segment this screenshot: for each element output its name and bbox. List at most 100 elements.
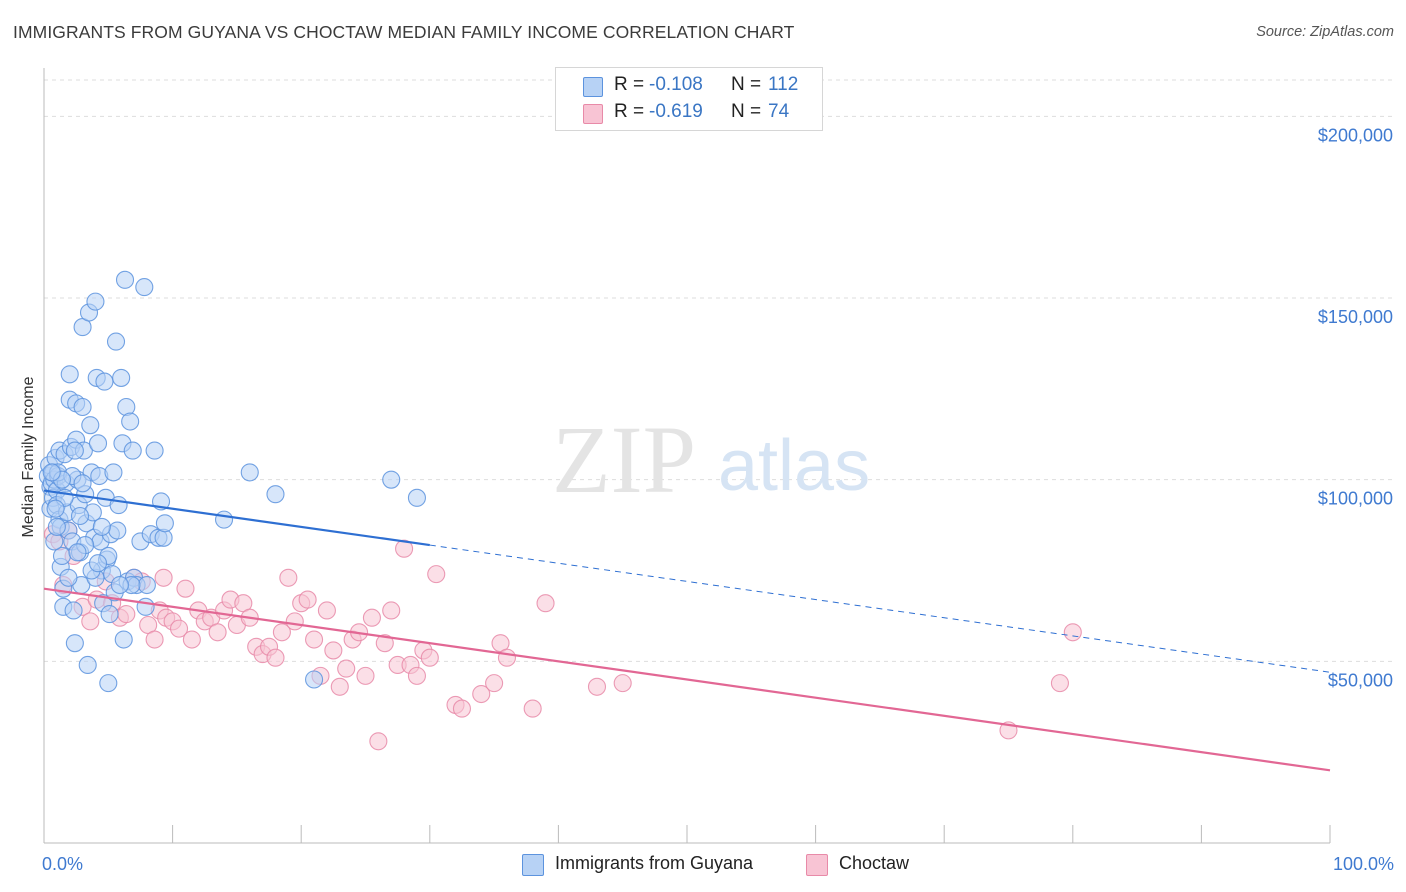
guyana-point [112, 368, 131, 387]
choctaw-trend-line [43, 587, 1331, 772]
choctaw-point [330, 677, 349, 696]
legend-swatch-blue [583, 77, 603, 97]
guyana-point [115, 270, 135, 289]
choctaw-point [362, 608, 381, 627]
choctaw-point [523, 699, 542, 718]
watermark: ZIP atlas [552, 406, 870, 513]
choctaw-point [427, 565, 446, 584]
bottom-legend-label: Choctaw [839, 853, 910, 873]
guyana-point [137, 575, 156, 595]
x-tick-label-start: 0.0% [42, 854, 83, 874]
choctaw-point [279, 568, 298, 587]
y-tick-labels: $50,000 $100,000 $150,000 $200,000 [1318, 125, 1393, 690]
choctaw-point [1050, 674, 1069, 693]
choctaw-point [356, 666, 375, 685]
y-tick-label: $50,000 [1328, 670, 1393, 690]
guyana-point [155, 514, 174, 533]
choctaw-point [154, 568, 173, 587]
choctaw-point [395, 539, 414, 558]
guyana-point [106, 332, 126, 351]
guyana-point [68, 543, 87, 562]
legend-r-value: -0.108 [649, 74, 703, 95]
guyana-point [104, 463, 123, 482]
choctaw-point [324, 641, 343, 660]
watermark-zip: ZIP [552, 406, 696, 513]
x-tick-label-end: 100.0% [1333, 854, 1394, 874]
choctaw-point [613, 674, 632, 693]
trend-lines [43, 489, 1331, 772]
guyana-point [136, 597, 155, 616]
guyana-point [60, 365, 79, 384]
choctaw-point [472, 684, 491, 704]
choctaw-point [407, 666, 426, 685]
guyana-point [305, 670, 324, 689]
guyana-point [266, 485, 285, 504]
bottom-legend-label: Immigrants from Guyana [555, 853, 754, 873]
choctaw-point [536, 594, 555, 613]
legend-r-label: R = [614, 101, 645, 122]
choctaw-point [272, 623, 291, 642]
legend-r-value: -0.619 [649, 101, 703, 122]
legend-row-choctaw: R = -0.619 N = 74 [556, 100, 822, 128]
guyana-point [46, 499, 65, 518]
choctaw-point [169, 619, 189, 638]
choctaw-point [375, 634, 394, 653]
choctaw-point [485, 674, 504, 693]
correlation-legend: R = -0.108 N = 112 R = -0.619 N = 74 [555, 67, 823, 131]
guyana-point [382, 470, 401, 489]
choctaw-point [182, 630, 201, 649]
guyana-point [73, 474, 92, 493]
chart-title: IMMIGRANTS FROM GUYANA VS CHOCTAW MEDIAN… [13, 22, 795, 42]
watermark-atlas: atlas [718, 426, 870, 506]
choctaw-point [81, 612, 100, 631]
choctaw-point [305, 630, 324, 649]
y-tick-label: $150,000 [1318, 307, 1393, 327]
choctaw-point [145, 630, 164, 649]
guyana-point [110, 575, 129, 595]
guyana-point [407, 488, 426, 507]
choctaw-point [369, 732, 388, 751]
choctaw-point [208, 623, 227, 642]
guyana-point [114, 630, 133, 649]
choctaw-point [587, 677, 607, 696]
guyana-point [109, 496, 128, 515]
guyana-point [214, 510, 234, 529]
guyana-point [88, 554, 108, 573]
choctaw-point [497, 648, 517, 667]
guyana-point [65, 634, 84, 653]
choctaw-point [452, 699, 472, 718]
y-axis-label: Median Family Income [20, 376, 37, 537]
legend-n-label: N = [731, 101, 762, 122]
choctaw-point [420, 648, 439, 667]
guyana-point [88, 434, 108, 453]
legend-r-label: R = [614, 74, 645, 95]
source-label: Source: ZipAtlas.com [1256, 24, 1394, 40]
guyana-point [108, 521, 127, 540]
choctaw-point [298, 590, 317, 609]
guyana-point [47, 517, 66, 536]
grid-lines [44, 79, 1395, 662]
choctaw-point [382, 601, 401, 620]
guyana-point [121, 412, 140, 431]
legend-row-guyana: R = -0.108 N = 112 [556, 73, 822, 101]
series-choctaw-points [43, 521, 1082, 751]
bottom-legend-swatch-blue [522, 854, 544, 876]
guyana-point [135, 278, 154, 297]
legend-n-label: N = [731, 74, 762, 95]
y-tick-label: $100,000 [1318, 489, 1393, 509]
bottom-legend-swatch-pink [806, 854, 828, 876]
legend-swatch-pink [583, 104, 603, 124]
legend-n-value: 74 [768, 101, 790, 122]
guyana-point [240, 463, 259, 482]
choctaw-point [337, 659, 356, 678]
guyana-point [95, 372, 114, 391]
choctaw-point [1063, 623, 1082, 642]
guyana-point [70, 506, 90, 526]
guyana-point [86, 292, 105, 311]
guyana-point [92, 517, 111, 536]
choctaw-point [317, 601, 336, 620]
choctaw-point [285, 612, 304, 631]
guyana-point [59, 568, 78, 587]
x-tick-labels: 0.0% 100.0% [42, 854, 1394, 874]
